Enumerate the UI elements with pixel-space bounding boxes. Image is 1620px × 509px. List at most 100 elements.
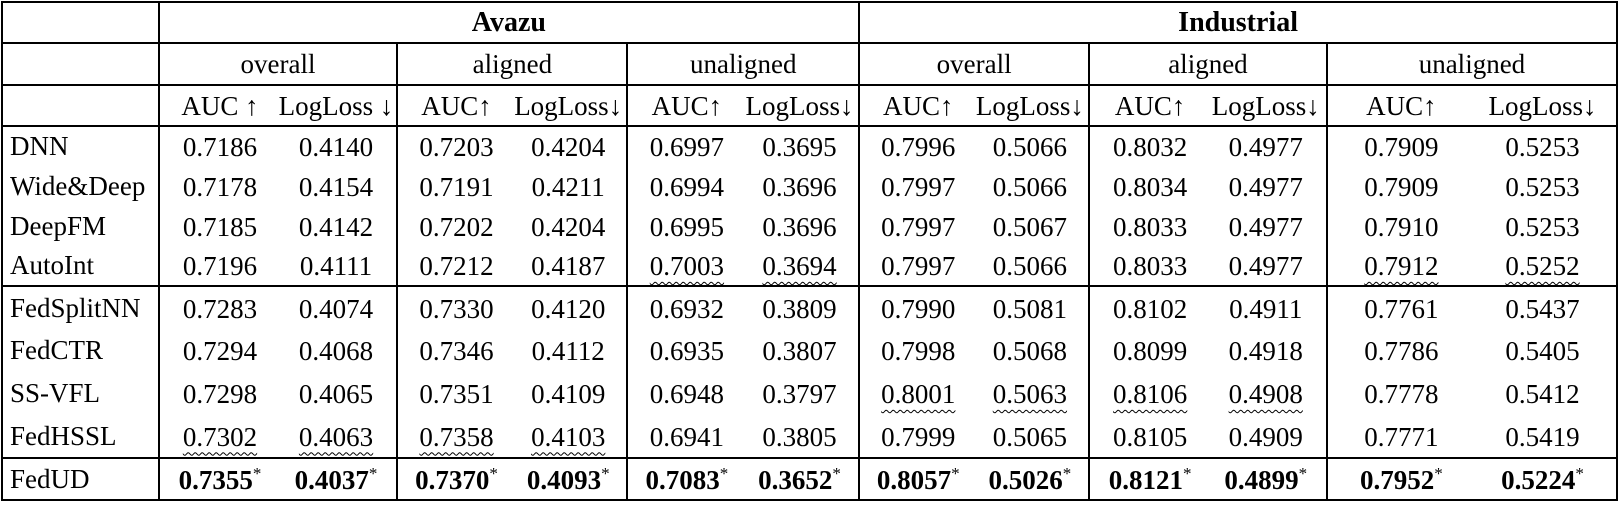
logloss-value: 0.4111 (299, 251, 373, 282)
logloss-value: 0.5068 (992, 336, 1068, 367)
metric-cell: 0.8099 0.4918 (1088, 329, 1327, 372)
metric-cell: 0.7952* 0.5224* (1325, 458, 1617, 500)
metric-cell: 0.7196 0.4111 (157, 246, 398, 286)
auc-value: 0.7298 (182, 379, 258, 410)
auc-value: 0.6995 (649, 211, 725, 242)
metric-header-cell: AUC ↑ LogLoss ↓ (157, 85, 398, 126)
metric-cell: 0.6941 0.3805 (626, 415, 860, 458)
table-row: FedHSSL 0.7302 0.4063 0.7358 0.4103 0.6941 0.3… (2, 415, 1617, 458)
metric-cell: 0.7909 0.5253 (1325, 166, 1617, 206)
logloss-value: 0.3694 (762, 251, 837, 282)
metric-cell: 0.8032 0.4977 (1088, 126, 1327, 166)
logloss-value: 0.4911 (1229, 293, 1303, 324)
corner-cell (2, 85, 159, 126)
auc-value: 0.8032 (1113, 132, 1188, 163)
row-label: Wide&Deep (10, 170, 146, 201)
auc-value: 0.7358 (419, 421, 494, 452)
logloss-value: 0.5419 (1505, 421, 1580, 452)
significance-star: * (601, 463, 610, 483)
logloss-header: LogLoss↓ (975, 91, 1084, 122)
auc-value: 0.7212 (419, 251, 494, 282)
auc-value: 0.7302 (182, 421, 258, 452)
logloss-value: 0.5066 (992, 132, 1068, 163)
metric-cell: 0.6995 0.3696 (626, 206, 860, 246)
metric-cell: 0.7351 0.4109 (396, 372, 628, 415)
auc-value: 0.7346 (419, 336, 494, 367)
logloss-value: 0.5405 (1505, 336, 1580, 367)
logloss-value: 0.4909 (1228, 421, 1303, 452)
logloss-value: 0.3695 (762, 132, 837, 163)
corner-cell (2, 2, 159, 43)
metric-cell: 0.7083* 0.3652* (626, 458, 860, 500)
metric-cell: 0.8001 0.5063 (858, 372, 1090, 415)
logloss-value: 0.4204 (531, 211, 606, 242)
auc-value: 0.8121* (1108, 463, 1192, 495)
dataset-header-row: Avazu Industrial (2, 2, 1617, 43)
auc-value: 0.8106 (1113, 379, 1188, 410)
metric-header-row: AUC ↑ LogLoss ↓ AUC↑ LogLoss↓ AUC↑ LogLoss↓… (2, 85, 1617, 126)
logloss-value: 0.4187 (531, 251, 606, 282)
auc-value: 0.7910 (1364, 211, 1439, 242)
metric-cell: 0.8057* 0.5026* (858, 458, 1090, 500)
logloss-value: 0.4204 (531, 132, 606, 163)
dataset-header-industrial: Industrial (858, 2, 1617, 43)
logloss-value: 0.4068 (298, 336, 374, 367)
row-label: FedUD (10, 463, 90, 494)
auc-value: 0.7997 (881, 211, 956, 242)
logloss-value: 0.4908 (1228, 379, 1303, 410)
metric-cell: 0.7990 0.5081 (858, 286, 1090, 329)
auc-value: 0.7202 (419, 211, 494, 242)
metric-cell: 0.7283 0.4074 (157, 286, 398, 329)
metric-cell: 0.8033 0.4977 (1088, 206, 1327, 246)
auc-header: AUC↑ (1114, 91, 1186, 122)
auc-header: AUC ↑ (181, 91, 259, 122)
auc-value: 0.6941 (649, 421, 725, 452)
logloss-value: 0.4977 (1228, 211, 1303, 242)
metric-header-cell: AUC↑ LogLoss↓ (396, 85, 628, 126)
logloss-value: 0.4977 (1228, 171, 1303, 202)
significance-star: * (368, 463, 378, 483)
table-row: FedUD 0.7355* 0.4037* 0.7370* 0.4093* 0.7083*… (2, 458, 1617, 500)
auc-value: 0.7761 (1364, 293, 1439, 324)
metric-cell: 0.7997 0.5067 (858, 206, 1090, 246)
setting-header: aligned (396, 43, 628, 85)
auc-value: 0.7990 (881, 293, 956, 324)
row-label: FedHSSL (10, 420, 117, 451)
auc-value: 0.7185 (182, 211, 258, 242)
logloss-value: 0.5224* (1501, 463, 1584, 495)
logloss-value: 0.5253 (1505, 171, 1580, 202)
metric-header-cell: AUC↑ LogLoss↓ (626, 85, 860, 126)
auc-value: 0.8001 (881, 379, 956, 410)
metric-cell: 0.7771 0.5419 (1325, 415, 1617, 458)
logloss-value: 0.4211 (531, 171, 605, 202)
metric-cell: 0.7186 0.4140 (157, 126, 398, 166)
logloss-value: 0.4918 (1228, 336, 1303, 367)
auc-value: 0.8057* (876, 463, 960, 495)
metric-cell: 0.6948 0.3797 (626, 372, 860, 415)
logloss-value: 0.3696 (762, 171, 837, 202)
table-row: FedCTR 0.7294 0.4068 0.7346 0.4112 0.6935 0.38… (2, 329, 1617, 372)
auc-value: 0.6948 (649, 379, 725, 410)
significance-star: * (1183, 463, 1192, 483)
logloss-value: 0.4977 (1228, 251, 1303, 282)
table-row: Wide&Deep 0.7178 0.4154 0.7191 0.4211 0.6994 0… (2, 166, 1617, 206)
metric-cell: 0.7786 0.5405 (1325, 329, 1617, 372)
logloss-header: LogLoss↓ (514, 91, 623, 122)
auc-value: 0.8102 (1113, 293, 1188, 324)
logloss-header: LogLoss ↓ (278, 91, 394, 122)
auc-value: 0.7351 (419, 379, 494, 410)
setting-header: overall (157, 43, 398, 85)
metric-cell: 0.7003 0.3694 (626, 246, 860, 286)
auc-value: 0.7330 (419, 293, 494, 324)
metric-cell: 0.8033 0.4977 (1088, 246, 1327, 286)
significance-star: * (1298, 463, 1308, 483)
logloss-value: 0.4154 (298, 171, 374, 202)
auc-value: 0.7771 (1364, 421, 1439, 452)
auc-value: 0.7952* (1359, 463, 1443, 495)
logloss-value: 0.5066 (992, 171, 1068, 202)
metric-header-cell: AUC↑ LogLoss↓ (858, 85, 1090, 126)
logloss-value: 0.5252 (1505, 251, 1580, 282)
logloss-value: 0.3809 (762, 293, 837, 324)
auc-value: 0.8033 (1113, 251, 1188, 282)
metric-cell: 0.7202 0.4204 (396, 206, 628, 246)
